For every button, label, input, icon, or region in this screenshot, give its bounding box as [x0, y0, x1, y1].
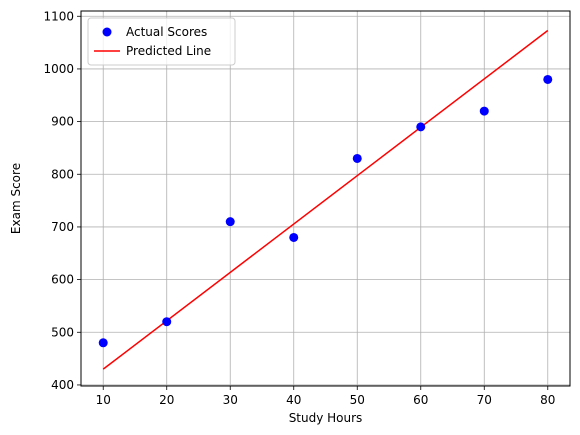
y-tick-label: 900: [51, 115, 74, 129]
x-axis-title: Study Hours: [289, 411, 363, 425]
data-point: [225, 217, 235, 227]
y-tick-label: 1000: [43, 62, 74, 76]
x-axis: 10 20 30 40 50 60 70 80: [96, 386, 555, 407]
grid: [81, 11, 570, 386]
y-tick-label: 800: [51, 167, 74, 181]
predicted-line: [102, 29, 549, 370]
y-axis: 400 500 600 700 800 900 1000 1100: [43, 9, 81, 392]
y-axis-title: Exam Score: [9, 163, 23, 234]
y-tick-label: 400: [51, 378, 74, 392]
data-point: [162, 317, 172, 327]
y-tick-label: 600: [51, 273, 74, 287]
data-point: [98, 338, 108, 348]
x-tick-label: 60: [413, 393, 428, 407]
x-tick-label: 40: [286, 393, 301, 407]
legend-box: [87, 17, 236, 66]
plot-frame: [80, 10, 571, 387]
x-tick-label: 10: [96, 393, 111, 407]
y-tick-label: 500: [51, 325, 74, 339]
legend: Actual Scores Predicted Line: [87, 17, 236, 66]
data-point: [416, 122, 426, 132]
data-point: [289, 232, 299, 242]
x-tick-label: 20: [159, 393, 174, 407]
data-point: [479, 106, 489, 116]
data-point: [352, 153, 362, 163]
legend-label-actual-scores: Actual Scores: [126, 25, 207, 39]
legend-label-predicted-line: Predicted Line: [126, 44, 211, 58]
actual-scores-series: [98, 74, 553, 348]
y-tick-label: 1100: [43, 9, 74, 23]
x-tick-label: 80: [540, 393, 555, 407]
predicted-line-series: [102, 29, 549, 370]
y-tick-label: 700: [51, 220, 74, 234]
legend-marker-actual-scores: [102, 27, 112, 37]
data-point: [543, 74, 553, 84]
x-tick-label: 30: [223, 393, 238, 407]
x-tick-label: 70: [477, 393, 492, 407]
x-tick-label: 50: [350, 393, 365, 407]
